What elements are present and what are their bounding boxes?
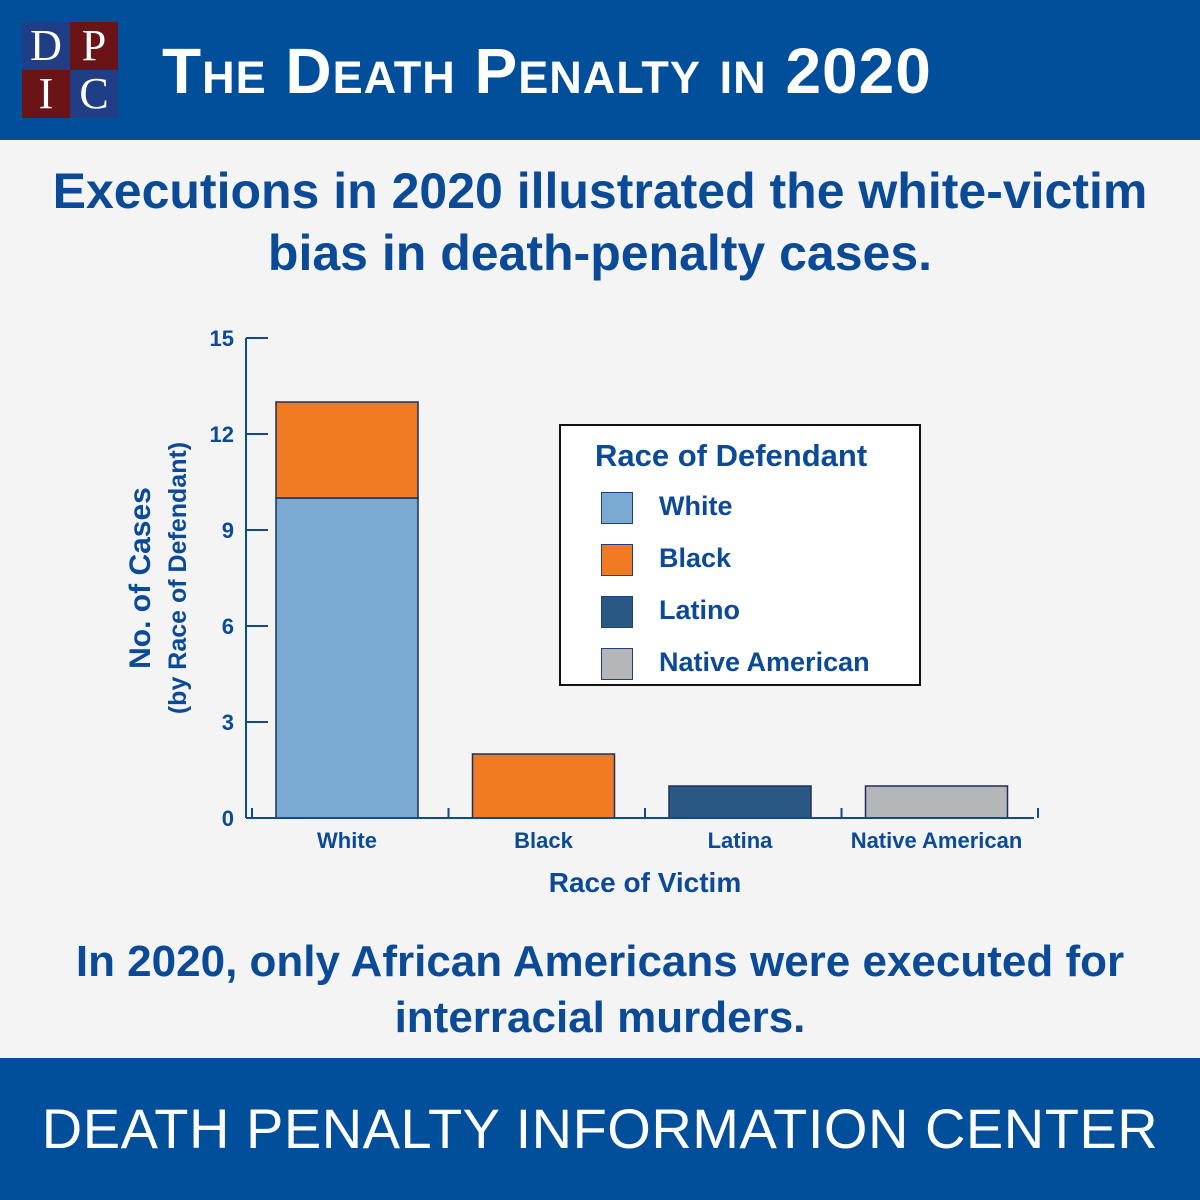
footnote: In 2020, only African Americans were exe…: [75, 937, 1125, 1042]
legend-swatch-black: [601, 544, 633, 576]
legend-item-latino: Latino: [601, 595, 911, 630]
y-axis-title: No. of Cases: [124, 487, 157, 669]
logo-letter-c: C: [70, 70, 118, 118]
header-title: The Death Penalty in 2020: [162, 35, 932, 107]
x-tick-label-native-american: Native American: [851, 828, 1023, 853]
dpic-logo: D P I C: [22, 22, 118, 118]
bar-segment-black-black: [471, 753, 616, 819]
y-tick-label-15: 15: [210, 326, 234, 351]
logo-letter-p: P: [70, 22, 118, 70]
y-axis-subtitle: (by Race of Defendant): [164, 442, 192, 714]
legend-label-latino: Latino: [659, 595, 740, 625]
legend-swatch-native-american: [601, 648, 633, 680]
bar-segment-native-american-native-american: [864, 785, 1009, 819]
legend-item-black: Black: [601, 543, 911, 578]
headline: Executions in 2020 illustrated the white…: [52, 163, 1148, 281]
x-tick-label-black: Black: [514, 828, 573, 853]
y-tick-label-0: 0: [222, 806, 234, 831]
bar-segment-white-white: [275, 497, 419, 819]
bar-segment-white-black: [275, 401, 419, 499]
y-tick-label-6: 6: [222, 614, 234, 639]
footer-title: DEATH PENALTY INFORMATION CENTER: [41, 1097, 1159, 1160]
legend-label-black: Black: [659, 543, 732, 573]
footer-bar: DEATH PENALTY INFORMATION CENTER: [0, 1058, 1200, 1200]
logo-letter-i: I: [22, 70, 70, 118]
legend-swatch-latino: [601, 596, 633, 628]
x-tick-label-white: White: [317, 828, 377, 853]
y-tick-label-12: 12: [210, 422, 234, 447]
y-tick-label-9: 9: [222, 518, 234, 543]
legend-label-native-american: Native American: [659, 647, 870, 677]
x-tick-label-latina: Latina: [708, 828, 774, 853]
logo-letter-d: D: [22, 22, 70, 70]
header-bar: D P I C The Death Penalty in 2020: [0, 0, 1200, 140]
y-tick-label-3: 3: [222, 710, 234, 735]
legend-item-white: White: [601, 491, 911, 526]
bar-segment-latina-latino: [668, 785, 812, 819]
legend-item-native-american: Native American: [601, 647, 911, 682]
legend-label-white: White: [659, 491, 733, 521]
chart-legend: Race of Defendant White Black Latino Nat…: [559, 424, 921, 686]
legend-title: Race of Defendant: [595, 438, 868, 473]
x-axis-title: Race of Victim: [549, 867, 741, 898]
legend-swatch-white: [601, 492, 633, 524]
